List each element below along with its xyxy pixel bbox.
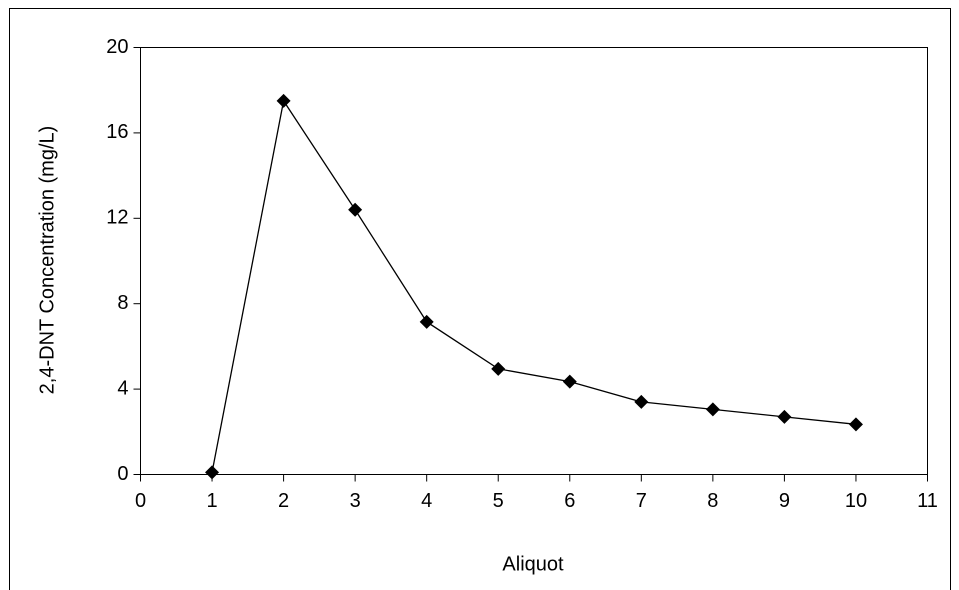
y-tick-label: 8 [117, 292, 128, 314]
x-tick-label: 6 [564, 490, 575, 512]
x-tick-label: 0 [135, 490, 146, 512]
y-tick-label: 16 [106, 121, 128, 143]
x-tick-label: 1 [206, 490, 217, 512]
data-point [419, 314, 434, 329]
x-tick-label: 3 [350, 490, 361, 512]
y-axis-label: 2,4-DNT Concentration (mg/L) [36, 126, 58, 395]
x-tick-label: 11 [917, 490, 938, 512]
data-point [348, 202, 363, 217]
x-tick-label: 9 [779, 490, 790, 512]
chart-frame [9, 8, 951, 590]
plot-area [140, 47, 928, 475]
data-point [491, 361, 506, 376]
y-tick-label: 0 [117, 463, 128, 485]
x-tick-label: 8 [707, 490, 718, 512]
data-line [211, 99, 857, 473]
y-tick-label: 4 [117, 377, 128, 399]
data-point [205, 465, 220, 480]
data-point [634, 394, 649, 409]
data-point [562, 374, 577, 389]
data-point [777, 409, 792, 424]
x-tick-label: 5 [493, 490, 504, 512]
x-tick-label: 7 [636, 490, 647, 512]
x-tick-label: 2 [278, 490, 289, 512]
data-point [705, 402, 720, 417]
x-tick-label: 10 [845, 490, 867, 512]
x-tick-label: 4 [421, 490, 432, 512]
data-point [848, 417, 863, 432]
y-tick-label: 20 [106, 36, 128, 58]
data-point [276, 93, 291, 108]
y-tick-label: 12 [106, 207, 128, 229]
x-axis-label: Aliquot [502, 553, 564, 575]
